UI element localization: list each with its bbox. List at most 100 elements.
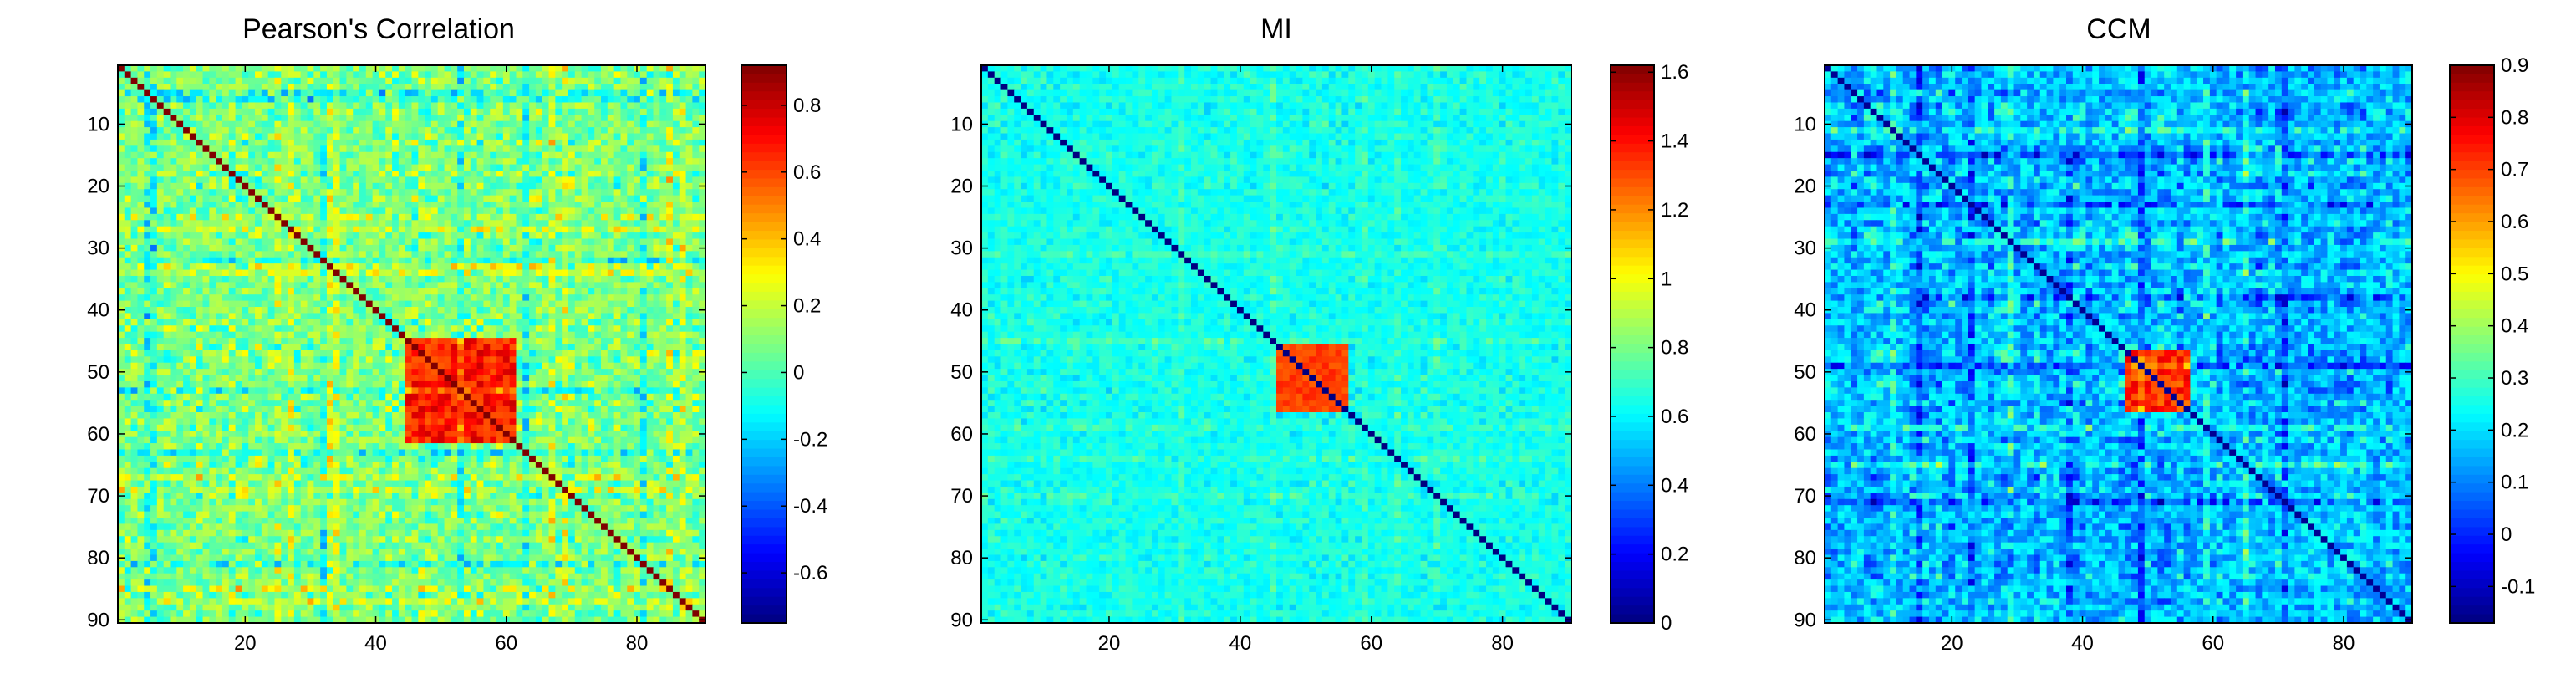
heatmap-cell: [464, 338, 471, 344]
heatmap-cell: [522, 282, 529, 288]
heatmap-cell: [236, 387, 242, 394]
heatmap-cell: [438, 102, 445, 109]
heatmap-cell: [313, 363, 320, 370]
heatmap-cell: [510, 294, 517, 301]
heatmap-cell: [229, 78, 236, 84]
heatmap-cell: [242, 140, 248, 146]
heatmap-cell: [647, 227, 654, 233]
heatmap-cell: [654, 387, 660, 394]
heatmap-cell: [183, 375, 190, 382]
heatmap-cell: [431, 71, 438, 78]
heatmap-cell: [516, 282, 522, 288]
heatmap-cell: [412, 381, 419, 388]
heatmap-cell: [216, 307, 222, 314]
heatmap-cell: [659, 220, 666, 227]
heatmap-cell: [125, 214, 131, 221]
heatmap-cell: [588, 115, 594, 121]
heatmap-cell: [137, 406, 144, 413]
heatmap-cell: [594, 102, 601, 109]
heatmap-cell: [125, 96, 131, 103]
heatmap-cell: [301, 251, 308, 258]
heatmap-cell: [150, 282, 157, 288]
heatmap-cell: [562, 239, 568, 246]
heatmap-cell: [274, 78, 281, 84]
heatmap-cell: [634, 239, 640, 246]
heatmap-cell: [647, 189, 654, 196]
heatmap-cell: [320, 121, 327, 128]
heatmap-cell: [308, 196, 314, 202]
heatmap-cell: [346, 381, 353, 388]
heatmap-cell: [222, 375, 229, 382]
heatmap-cell: [627, 301, 634, 308]
heatmap-cell: [242, 115, 248, 121]
heatmap-cell: [176, 301, 183, 308]
heatmap-cell: [157, 319, 164, 326]
heatmap-cell: [262, 232, 268, 239]
heatmap-cell: [588, 165, 594, 171]
heatmap-cell: [418, 171, 425, 177]
heatmap-cell: [209, 84, 216, 90]
heatmap-cell: [320, 288, 327, 295]
heatmap-cell: [248, 202, 255, 208]
heatmap-cell: [686, 350, 693, 357]
heatmap-cell: [568, 387, 575, 394]
heatmap-cell: [647, 251, 654, 258]
heatmap-cell: [203, 127, 210, 134]
heatmap-cell: [594, 245, 601, 252]
heatmap-cell: [183, 78, 190, 84]
heatmap-cell: [294, 325, 301, 332]
heatmap-cell: [248, 288, 255, 295]
heatmap-cell: [379, 127, 385, 134]
heatmap-cell: [157, 350, 164, 357]
heatmap-cell: [477, 350, 484, 357]
heatmap-cell: [647, 145, 654, 152]
heatmap-cell: [242, 288, 248, 295]
heatmap-cell: [601, 115, 608, 121]
heatmap-cell: [308, 214, 314, 221]
heatmap-cell: [464, 239, 471, 246]
heatmap-cell: [346, 145, 353, 152]
heatmap-cell: [601, 227, 608, 233]
heatmap-cell: [242, 189, 248, 196]
heatmap-cell: [510, 96, 517, 103]
heatmap-cell: [588, 90, 594, 97]
heatmap-cell: [379, 263, 385, 270]
heatmap-cell: [157, 356, 164, 363]
heatmap-cell: [601, 251, 608, 258]
heatmap-cell: [340, 258, 347, 264]
heatmap-cell: [568, 239, 575, 246]
heatmap-cell: [594, 232, 601, 239]
heatmap-cell: [503, 207, 510, 214]
heatmap-cell: [281, 189, 288, 196]
heatmap-cell: [236, 84, 242, 90]
heatmap-cell: [496, 227, 503, 233]
heatmap-cell: [405, 202, 412, 208]
heatmap-cell: [150, 115, 157, 121]
heatmap-cell: [236, 276, 242, 283]
heatmap-cell: [366, 332, 373, 339]
heatmap-cell: [496, 189, 503, 196]
heatmap-cell: [379, 90, 385, 97]
heatmap-cell: [529, 332, 536, 339]
heatmap-cell: [640, 276, 647, 283]
heatmap-cell: [549, 350, 556, 357]
heatmap-cell: [190, 245, 196, 252]
heatmap-cell: [620, 307, 627, 314]
heatmap-cell: [209, 227, 216, 233]
heatmap-cell: [477, 307, 484, 314]
heatmap-cell: [464, 202, 471, 208]
heatmap-cell: [281, 363, 288, 370]
heatmap-cell: [294, 227, 301, 233]
heatmap-cell: [666, 134, 673, 140]
heatmap-cell: [308, 158, 314, 165]
heatmap-cell: [399, 134, 405, 140]
heatmap-cell: [608, 115, 614, 121]
heatmap-cell: [575, 189, 582, 196]
heatmap-cell: [680, 387, 686, 394]
heatmap-cell: [471, 127, 477, 134]
heatmap-cell: [340, 375, 347, 382]
heatmap-cell: [359, 294, 366, 301]
heatmap-cell: [654, 381, 660, 388]
heatmap-cell: [471, 189, 477, 196]
heatmap-cell: [608, 319, 614, 326]
